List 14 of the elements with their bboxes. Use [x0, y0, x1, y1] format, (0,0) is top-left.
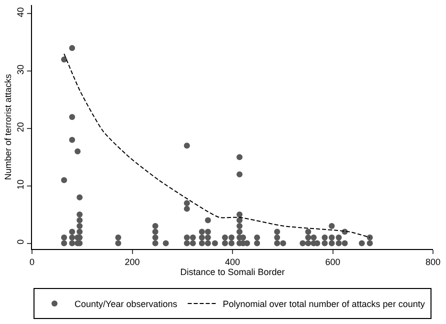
legend-label: Polynomial over total number of attacks per county — [222, 299, 426, 310]
y-tick-label: 10 — [15, 179, 26, 190]
y-tick-label: 20 — [15, 122, 26, 132]
legend-label: County/Year observations — [74, 299, 178, 310]
x-tick-label: 400 — [224, 256, 240, 267]
x-tick-label: 200 — [124, 256, 140, 267]
x-tick-label: 600 — [325, 256, 340, 267]
y-axis-title: Number of terrorist attacks — [2, 73, 13, 180]
y-tick-label: 0 — [15, 239, 26, 244]
x-tick-label: 800 — [425, 256, 441, 267]
x-tick-label: 0 — [29, 256, 35, 267]
x-axis-title: Distance to Somali Border — [180, 266, 285, 277]
y-tick-label: 40 — [15, 7, 26, 18]
y-tick-label: 30 — [15, 64, 26, 75]
